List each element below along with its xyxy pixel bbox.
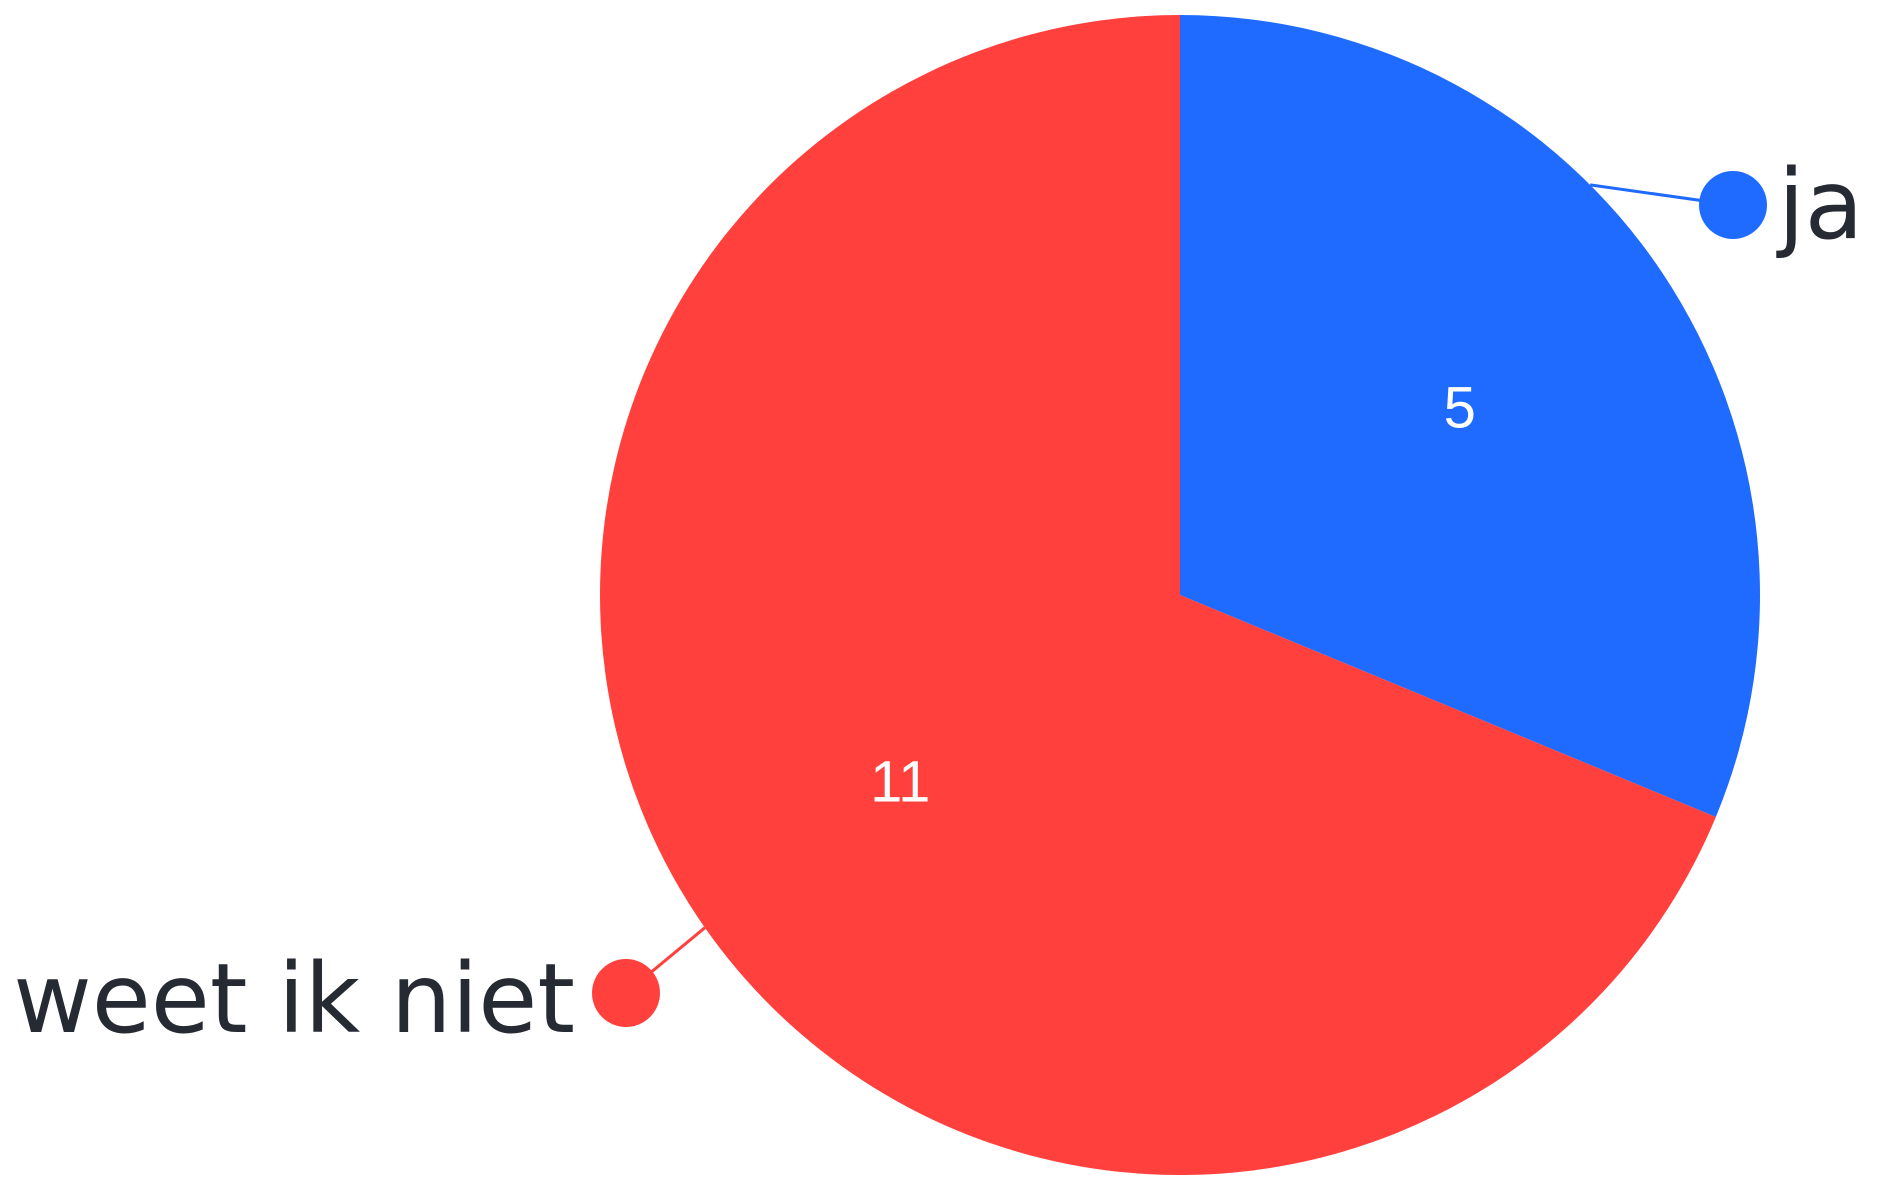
category-label: weet ik niet <box>13 943 575 1055</box>
category-label: ja <box>1776 149 1864 261</box>
slice-value-label: 11 <box>870 749 930 814</box>
pie-slice-weet-ik-niet <box>600 15 1716 1175</box>
pie-slice-ja <box>1180 15 1760 817</box>
legend-marker <box>592 959 660 1027</box>
legend-marker <box>1699 171 1767 239</box>
slice-value-label: 5 <box>1444 376 1476 441</box>
